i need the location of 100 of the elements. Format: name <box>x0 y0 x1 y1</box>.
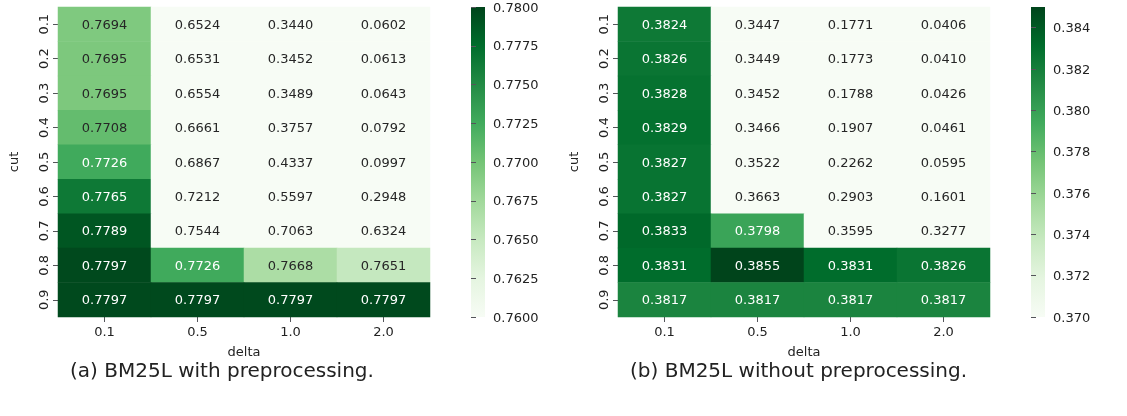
x-tick-label: 1.0 <box>840 324 861 339</box>
x-tick-label: 2.0 <box>373 324 394 339</box>
color-bar-label: 0.370 <box>1053 309 1091 325</box>
data-label: 0.7789 <box>81 223 128 239</box>
color-bar-label: 0.374 <box>1053 226 1091 242</box>
data-label: 0.1773 <box>827 51 874 67</box>
data-label: 0.7651 <box>360 257 407 273</box>
data-label: 0.7797 <box>174 292 221 308</box>
data-label: 0.0613 <box>360 51 407 67</box>
color-bar-label: 0.7800 <box>493 0 539 15</box>
data-label: 0.1788 <box>827 85 874 101</box>
data-label: 0.5597 <box>267 188 314 204</box>
y-tick-label: 0.3 <box>596 82 611 104</box>
data-label: 0.0602 <box>360 16 407 32</box>
data-label: 0.3452 <box>734 85 781 101</box>
x-tick-label: 1.0 <box>280 324 301 339</box>
color-bar-label: 0.7675 <box>493 193 539 209</box>
data-label: 0.3826 <box>641 51 688 67</box>
data-label: 0.7544 <box>174 223 221 239</box>
data-label: 0.0426 <box>920 85 967 101</box>
color-bar-label: 0.7700 <box>493 154 539 170</box>
color-bar-label: 0.7625 <box>493 270 539 286</box>
data-label: 0.7063 <box>267 223 314 239</box>
y-tick-label: 0.5 <box>36 151 51 173</box>
data-label: 0.6661 <box>174 120 221 136</box>
y-tick-label: 0.4 <box>596 117 611 138</box>
data-label: 0.0410 <box>920 51 967 67</box>
y-tick-label: 0.6 <box>36 186 51 207</box>
color-bar-label: 0.7600 <box>493 309 539 325</box>
data-label: 0.3452 <box>267 51 314 67</box>
x-tick-label: 0.5 <box>747 324 768 339</box>
data-label: 0.3449 <box>734 51 781 67</box>
data-label: 0.3440 <box>267 16 314 32</box>
data-label: 0.3817 <box>920 292 967 308</box>
data-label: 0.6524 <box>174 16 221 32</box>
data-label: 0.7212 <box>174 188 221 204</box>
data-label: 0.2262 <box>827 154 874 170</box>
y-tick-label: 0.9 <box>36 289 51 311</box>
y-tick-label: 0.1 <box>36 13 51 35</box>
y-tick-label: 0.7 <box>36 220 51 242</box>
data-label: 0.7765 <box>81 188 128 204</box>
color-bar-label: 0.7775 <box>493 38 539 54</box>
y-tick-label: 0.3 <box>36 82 51 104</box>
data-label: 0.3827 <box>641 188 688 204</box>
data-label: 0.0997 <box>360 154 407 170</box>
color-bar-label: 0.378 <box>1053 144 1091 160</box>
data-label: 0.0406 <box>920 16 967 32</box>
data-label: 0.2948 <box>360 188 407 204</box>
data-label: 0.3829 <box>641 120 688 136</box>
y-tick-label: 0.9 <box>596 289 611 311</box>
data-label: 0.0643 <box>360 85 407 101</box>
color-bar-label: 0.380 <box>1053 102 1091 118</box>
x-tick-label: 0.5 <box>187 324 208 339</box>
data-label: 0.6324 <box>360 223 407 239</box>
data-label: 0.3663 <box>734 188 781 204</box>
x-tick-label: 0.1 <box>94 324 115 339</box>
data-label: 0.3817 <box>827 292 874 308</box>
data-label: 0.7797 <box>81 257 128 273</box>
data-label: 0.1907 <box>827 120 874 136</box>
data-label: 0.3826 <box>920 257 967 273</box>
data-label: 0.0595 <box>920 154 967 170</box>
text: (b) BM25L without preprocessing. <box>630 358 968 382</box>
color-bar-label: 0.376 <box>1053 185 1091 201</box>
data-label: 0.2903 <box>827 188 874 204</box>
data-label: 0.1601 <box>920 188 967 204</box>
color-bar-label: 0.384 <box>1053 20 1091 36</box>
data-label: 0.3757 <box>267 120 314 136</box>
color-bar-label: 0.7725 <box>493 115 539 131</box>
data-label: 0.1771 <box>827 16 874 32</box>
data-label: 0.7668 <box>267 257 314 273</box>
color-bar-label: 0.372 <box>1053 268 1091 284</box>
data-label: 0.7797 <box>360 292 407 308</box>
data-label: 0.3489 <box>267 85 314 101</box>
y-tick-label: 0.8 <box>36 254 51 276</box>
data-label: 0.0461 <box>920 120 967 136</box>
data-label: 0.3466 <box>734 120 781 136</box>
data-label: 0.7695 <box>81 85 128 101</box>
data-label: 0.3828 <box>641 85 688 101</box>
data-label: 0.3277 <box>920 223 967 239</box>
data-label: 0.6531 <box>174 51 221 67</box>
x-axis-title: delta <box>227 344 261 359</box>
data-label: 0.3447 <box>734 16 781 32</box>
data-label: 0.6554 <box>174 85 221 101</box>
data-label: 0.3831 <box>641 257 688 273</box>
data-label: 0.7726 <box>81 154 128 170</box>
data-label: 0.3855 <box>734 257 781 273</box>
y-tick-label: 0.5 <box>596 151 611 173</box>
color-bar-label: 0.7750 <box>493 77 539 92</box>
data-label: 0.3595 <box>827 223 874 239</box>
data-label: 0.3817 <box>734 292 781 308</box>
data-label: 0.7726 <box>174 257 221 273</box>
y-tick-label: 0.4 <box>36 117 51 138</box>
data-label: 0.3522 <box>734 154 781 170</box>
y-axis-title: cut <box>566 151 581 173</box>
y-tick-label: 0.8 <box>596 254 611 276</box>
data-label: 0.4337 <box>267 154 314 170</box>
color-bar-label: 0.7650 <box>493 232 539 247</box>
data-label: 0.7695 <box>81 51 128 67</box>
data-label: 0.3817 <box>641 292 688 308</box>
y-tick-label: 0.7 <box>596 220 611 242</box>
